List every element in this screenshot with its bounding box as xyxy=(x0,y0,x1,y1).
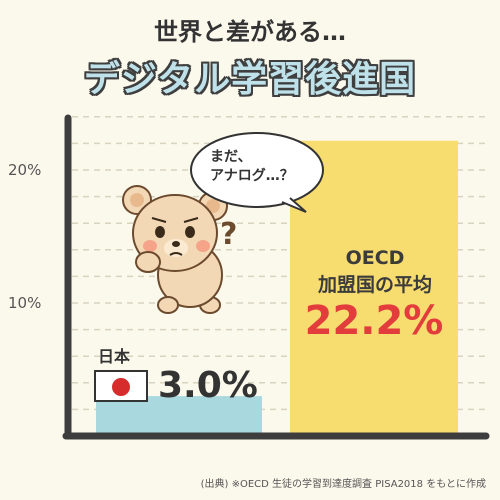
oecd-bar-value: 22.2% xyxy=(304,298,444,344)
japan-bar-label: 日本 xyxy=(98,347,131,366)
oecd-label-line1: OECD xyxy=(345,247,405,269)
speech-bubble-line1: まだ、 xyxy=(210,149,252,165)
oecd-bar-label: OECD 加盟国の平均 xyxy=(305,245,445,298)
oecd-label-line2: 加盟国の平均 xyxy=(317,273,432,296)
y-tick-label: 10% xyxy=(8,294,41,312)
source-note: (出典) ※OECD 生徒の学習到達度調査 PISA2018 をもとに作成 xyxy=(200,479,486,490)
oecd-bar xyxy=(290,140,458,437)
japan-bar-value: 3.0% xyxy=(158,365,258,406)
page-title: 世界と差がある… xyxy=(154,18,346,46)
svg-text:?: ? xyxy=(220,217,237,252)
teddy-bear-icon xyxy=(122,185,228,314)
japan-flag-icon xyxy=(94,370,148,402)
page-subtitle: デジタル学習後進国 xyxy=(83,59,417,100)
speech-bubble-text: まだ、 アナログ…？ xyxy=(210,148,306,186)
question-mark-icon: ? xyxy=(220,217,237,252)
y-tick-label: 20% xyxy=(8,161,41,179)
japan-bar xyxy=(96,396,262,436)
speech-bubble xyxy=(190,132,324,213)
speech-bubble-line2: アナログ…？ xyxy=(210,167,294,184)
flag-red-circle xyxy=(112,378,130,396)
